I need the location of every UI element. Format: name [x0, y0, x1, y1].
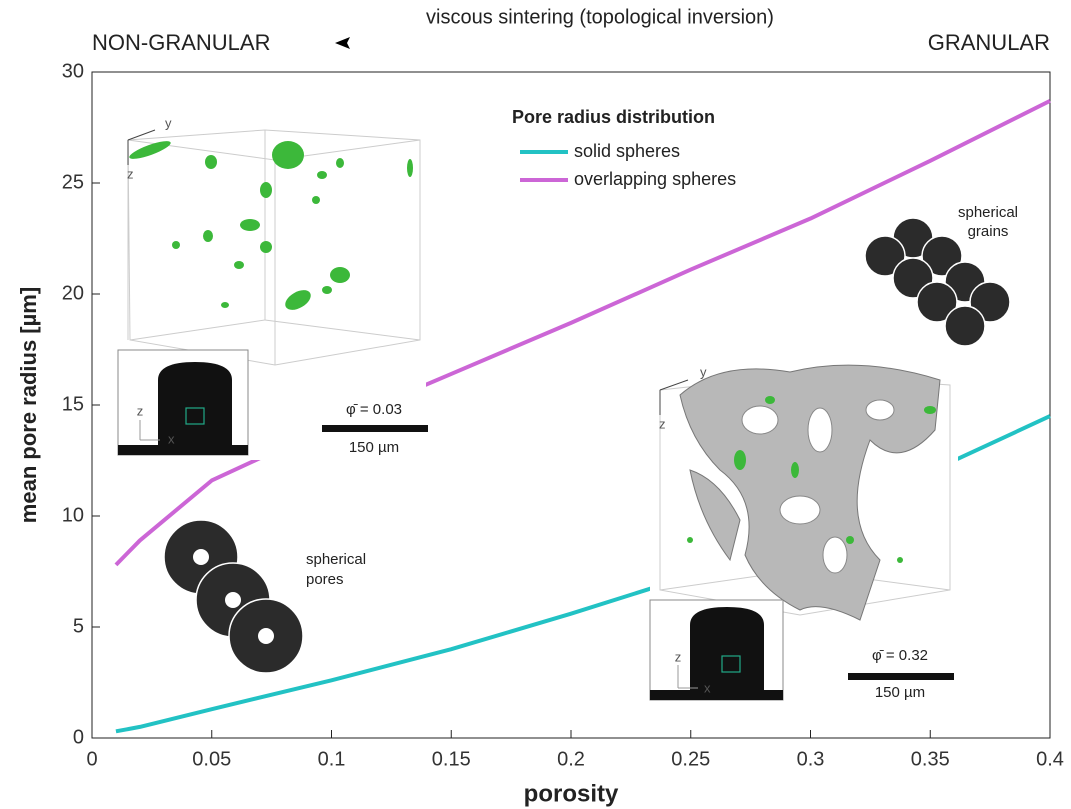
inset-axis-label: z	[675, 649, 682, 664]
y-axis-label: mean pore radius [µm]	[16, 287, 41, 523]
x-tick-label: 0.35	[911, 748, 950, 770]
x-tick-label: 0	[86, 748, 97, 770]
left-label: NON-GRANULAR	[92, 30, 270, 55]
y-tick-label: 25	[62, 171, 84, 193]
x-tick-label: 0.3	[797, 748, 825, 770]
grains-icon	[864, 217, 1011, 347]
grain-label: spherical	[958, 204, 1018, 221]
y-tick-label: 30	[62, 60, 84, 82]
right-label: GRANULAR	[928, 30, 1050, 55]
pore-label: pores	[306, 571, 344, 588]
x-tick-label: 0.4	[1036, 748, 1064, 770]
y-tick-label: 15	[62, 393, 84, 415]
legend-title: Pore radius distribution	[512, 107, 715, 127]
arrow-label: viscous sintering (topological inversion…	[426, 6, 774, 28]
legend: Pore radius distribution solid spheres ov…	[512, 107, 736, 189]
inset-axis-label: y	[700, 364, 707, 379]
scale-label: 150 µm	[349, 439, 399, 456]
porosity-label: φ̄ = 0.03	[346, 401, 402, 418]
legend-label: solid spheres	[574, 141, 680, 161]
scale-label: 150 µm	[875, 684, 925, 701]
y-tick-label: 0	[73, 726, 84, 748]
inset-axis-label: z	[659, 416, 666, 431]
inset-low-porosity: z x y z φ̄ = 0.03 150 µm	[117, 96, 428, 460]
grain-label: grains	[968, 223, 1009, 240]
inset-axis-label: y	[165, 115, 172, 130]
x-tick-label: 0.15	[432, 748, 471, 770]
y-tick-label: 20	[62, 282, 84, 304]
series-line	[114, 99, 1051, 567]
x-axis-label: porosity	[524, 780, 619, 807]
inset-axis-label: z	[127, 166, 134, 181]
porosity-label: φ̄ = 0.32	[872, 647, 928, 664]
y-tick-label: 10	[62, 504, 84, 526]
x-tick-label: 0.2	[557, 748, 585, 770]
inset-axis-label: x	[168, 431, 175, 446]
inset-high-porosity: z x y z φ̄ = 0.32 150 µm	[649, 345, 958, 705]
inset-axis-label: x	[704, 680, 711, 695]
legend-label: overlapping spheres	[574, 169, 736, 189]
inset-axis-label: z	[137, 403, 144, 418]
pore-label: spherical	[306, 551, 366, 568]
x-tick-label: 0.05	[192, 748, 231, 770]
x-tick-label: 0.25	[671, 748, 710, 770]
x-tick-label: 0.1	[318, 748, 346, 770]
arrow-head	[335, 37, 350, 49]
y-tick-label: 5	[73, 615, 84, 637]
